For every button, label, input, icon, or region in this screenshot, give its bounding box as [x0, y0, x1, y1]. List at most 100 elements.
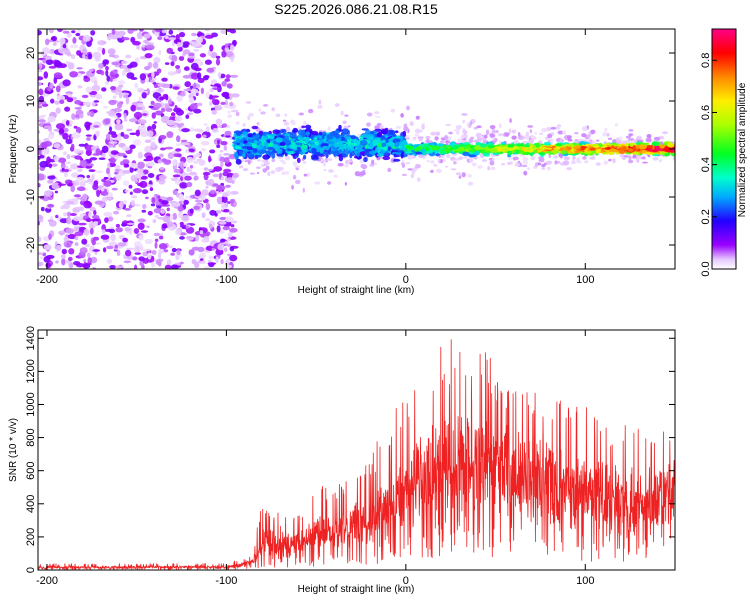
spectrogram-cell — [48, 29, 55, 34]
spectrogram-cell — [175, 148, 182, 152]
spectrogram-cell — [67, 62, 75, 70]
spectrogram-cell — [54, 100, 60, 105]
spectrogram-cell — [43, 138, 50, 142]
spectrogram-cell — [202, 171, 211, 176]
spectrogram-cell — [366, 153, 373, 157]
spectrogram-cell — [158, 135, 167, 140]
spectrogram-cell — [153, 232, 161, 237]
spectrogram-cell — [450, 168, 457, 171]
spectrogram-cell — [581, 126, 588, 132]
spectrogram-cell — [66, 243, 70, 248]
spectrogram-cell — [173, 169, 181, 173]
spectrogram-cell — [216, 196, 223, 204]
spectrogram-cell — [276, 148, 283, 154]
spectrogram-cell — [85, 163, 95, 167]
spectrogram-cell — [348, 144, 355, 150]
spectrogram-cell — [155, 110, 163, 116]
spectrogram-cell — [156, 68, 162, 74]
spectrogram-cell — [126, 247, 135, 250]
spectrogram-cell — [212, 183, 219, 187]
spectrogram-cell — [174, 105, 178, 110]
spectrogram-cell — [134, 252, 141, 255]
spectrogram-cell — [120, 65, 130, 69]
spectrogram-ytick-label: 0 — [25, 146, 37, 152]
spectrogram-cell — [252, 132, 256, 136]
spectrogram-cell — [142, 248, 152, 252]
spectrogram-cell — [667, 143, 675, 148]
spectrogram-cell — [454, 158, 460, 161]
spectrogram-cell — [541, 163, 546, 168]
spectrogram-cell — [251, 125, 259, 130]
spectrogram-cell — [314, 140, 319, 146]
spectrogram-cell — [672, 155, 675, 161]
spectrogram-cell — [136, 44, 141, 50]
spectrogram-cell — [43, 125, 52, 129]
spectrogram-cell — [489, 160, 495, 166]
spectrogram-cell — [534, 162, 538, 168]
spectrogram-cell — [78, 113, 84, 119]
spectrogram-cell — [123, 260, 132, 264]
spectrogram-cell — [108, 131, 117, 135]
spectrogram-cell — [158, 49, 162, 56]
spectrogram-cell — [430, 131, 437, 136]
spectrogram-cell — [246, 146, 255, 151]
spectrogram-cell — [338, 124, 342, 130]
spectrogram-cell — [141, 44, 146, 48]
spectrogram-cell — [177, 46, 183, 52]
spectrogram-cell — [231, 39, 237, 46]
spectrogram-cell — [153, 194, 159, 197]
spectrogram-cell — [125, 249, 132, 257]
spectrogram-cell — [150, 141, 156, 148]
spectrogram-cell — [163, 159, 172, 164]
spectrogram-cell — [149, 187, 154, 192]
spectrogram-cell — [137, 151, 143, 159]
spectrogram-cell — [256, 166, 261, 169]
spectrogram-cell — [395, 125, 402, 129]
spectrogram-cell — [574, 149, 581, 154]
spectrogram-cell — [224, 157, 230, 164]
spectrogram-cell — [392, 158, 401, 162]
spectrogram-cell — [176, 41, 182, 48]
spectrogram-cell — [159, 153, 164, 158]
spectrogram-cell — [337, 162, 344, 167]
spectrogram-cell — [258, 130, 264, 136]
spectrogram-cell — [340, 136, 345, 142]
spectrogram-cell — [66, 217, 72, 225]
spectrogram-cell — [218, 229, 225, 234]
spectrogram-cell — [43, 71, 49, 79]
spectrogram-cell — [487, 166, 490, 171]
spectrogram-cell — [38, 130, 41, 134]
spectrogram-cell — [92, 236, 100, 241]
spectrogram-cell — [101, 47, 106, 55]
spectrogram-cell — [538, 152, 546, 156]
spectrogram-cell — [187, 56, 196, 59]
spectrogram-cell — [93, 125, 100, 128]
spectrogram-cell — [126, 214, 132, 218]
spectrogram-cell — [134, 204, 142, 207]
spectrogram-cell — [624, 142, 629, 148]
spectrogram-cell — [47, 179, 54, 184]
spectrogram-cell — [359, 151, 366, 155]
spectrogram-cell — [393, 138, 401, 143]
spectrogram-cell — [574, 145, 581, 149]
spectrogram-cell — [115, 86, 122, 93]
spectrogram-cell — [659, 144, 665, 149]
spectrogram-cell — [556, 160, 560, 164]
spectrogram-cell — [155, 29, 161, 33]
spectrogram-cell — [303, 120, 307, 125]
spectrogram-cell — [142, 204, 147, 209]
spectrogram-cell — [581, 133, 587, 138]
spectrogram-cell — [344, 136, 351, 140]
spectrogram-cell — [93, 210, 97, 216]
spectrogram-cell — [379, 124, 384, 129]
spectrogram-cell — [590, 129, 596, 134]
spectrogram-cell — [41, 148, 47, 156]
spectrogram-cell — [334, 103, 340, 107]
spectrogram-cell — [634, 139, 638, 143]
spectrogram-cell — [557, 130, 564, 135]
spectrogram-cell — [338, 155, 344, 162]
spectrogram-cell — [141, 209, 147, 213]
spectrogram-cell — [256, 122, 260, 126]
spectrogram-cell — [66, 97, 74, 103]
